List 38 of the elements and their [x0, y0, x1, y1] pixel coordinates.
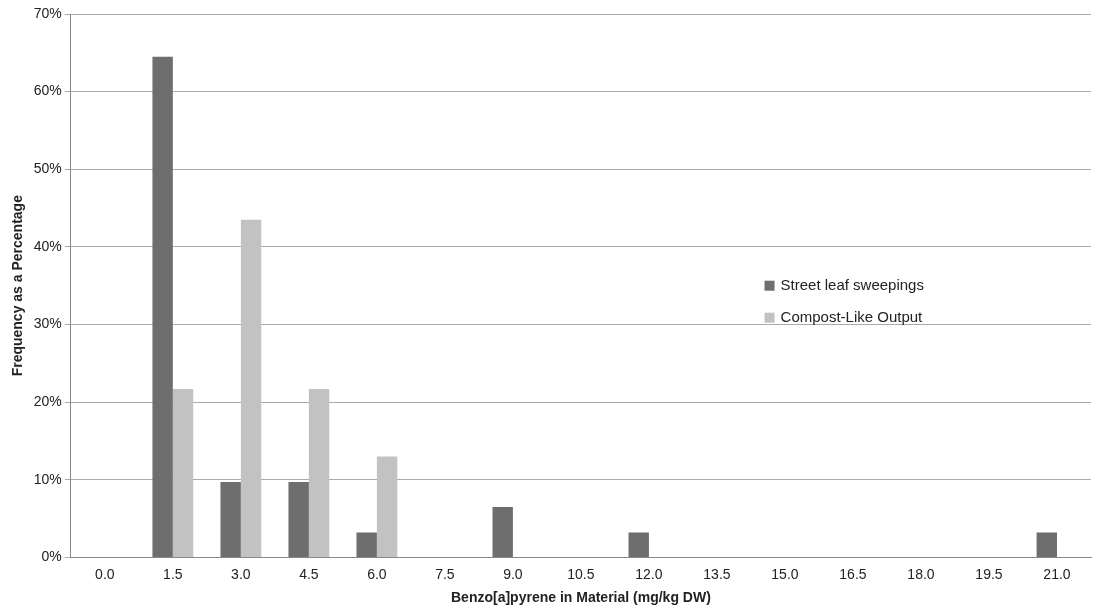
- bar: [152, 56, 173, 557]
- x-tick-label: 15.0: [771, 565, 799, 582]
- x-tick-label: 10.5: [567, 565, 595, 582]
- y-tick-label: 30%: [33, 315, 62, 332]
- x-tick-label: 12.0: [635, 565, 663, 582]
- x-tick-label: 21.0: [1043, 565, 1071, 582]
- x-tick-label: 19.5: [975, 565, 1003, 582]
- x-tick-label: 6.0: [367, 565, 387, 582]
- bar: [376, 456, 398, 557]
- y-tick-label: 20%: [33, 393, 62, 409]
- x-tick-label: 4.5: [299, 565, 319, 582]
- x-tick-label: 18.0: [907, 565, 935, 582]
- y-tick-label: 60%: [33, 82, 62, 99]
- x-tick-label: 13.5: [703, 565, 731, 582]
- x-axis-title: Benzo[a]pyrene in Material (mg/kg DW): [451, 589, 711, 606]
- bar: [308, 388, 330, 557]
- x-tick-label: 7.5: [435, 565, 455, 582]
- x-tick-label: 0.0: [95, 565, 115, 582]
- x-tick-label: 3.0: [231, 565, 251, 582]
- bar: [1036, 532, 1057, 557]
- legend-label: Street leaf sweepings: [780, 275, 924, 293]
- bar: [288, 482, 309, 557]
- y-tick-label: 0%: [41, 548, 62, 565]
- bar: [492, 506, 513, 557]
- bar: [628, 532, 649, 557]
- y-axis-title: Frequency as a Percentage: [9, 194, 26, 377]
- x-tick-label: 9.0: [503, 565, 523, 582]
- legend-label: Compost-Like Output: [780, 307, 924, 325]
- y-tick-label: 50%: [33, 160, 62, 177]
- y-tick-label: 10%: [33, 470, 62, 487]
- bar: [220, 482, 241, 557]
- bar: [356, 532, 377, 557]
- bar: [240, 219, 262, 557]
- y-tick-label: 40%: [33, 237, 62, 254]
- bar: [172, 388, 194, 557]
- x-tick-label: 1.5: [163, 565, 183, 582]
- y-tick-label: 70%: [33, 4, 62, 21]
- x-tick-label: 16.5: [839, 565, 867, 582]
